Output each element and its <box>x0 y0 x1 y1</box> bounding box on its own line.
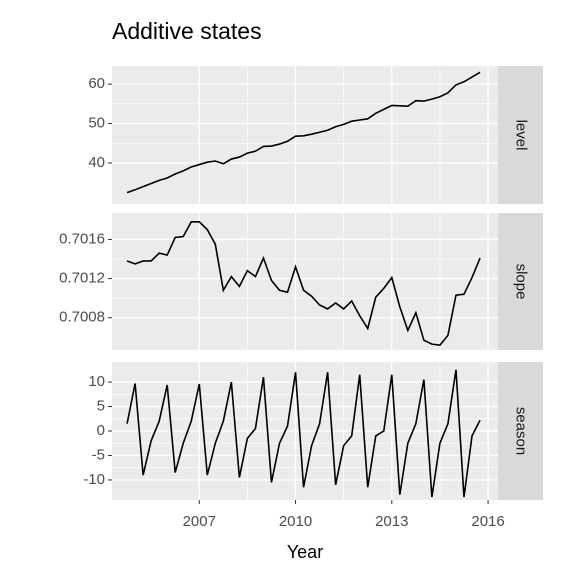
y-tick-label: 0 <box>97 422 105 439</box>
series-line <box>126 369 481 498</box>
strip-background <box>498 213 543 350</box>
strip-label: slope <box>513 264 530 300</box>
y-tick-label: -10 <box>83 471 105 488</box>
y-tick-label: 0.7016 <box>59 230 105 247</box>
y-tick-label: 60 <box>88 75 105 92</box>
x-tick-label: 2016 <box>471 513 504 530</box>
panel-background <box>112 213 498 350</box>
y-tick-label: 5 <box>97 398 105 415</box>
y-tick-label: -5 <box>92 446 105 463</box>
y-tick-label: 10 <box>88 373 105 390</box>
chart-title: Additive states <box>112 18 262 44</box>
x-tick-label: 2010 <box>279 513 312 530</box>
y-tick-label: 40 <box>88 154 105 171</box>
x-axis-label: Year <box>287 542 323 562</box>
series-line <box>126 221 481 346</box>
strip-label: level <box>513 120 530 151</box>
strip-background <box>498 66 543 204</box>
x-tick-label: 2007 <box>183 513 216 530</box>
y-tick-label: 50 <box>88 115 105 132</box>
y-tick-label: 0.7012 <box>59 270 105 287</box>
y-tick-label: 0.7008 <box>59 309 105 326</box>
strip-label: season <box>513 407 530 455</box>
strip-background <box>498 362 543 500</box>
series-line <box>126 71 481 194</box>
x-tick-label: 2013 <box>375 513 408 530</box>
